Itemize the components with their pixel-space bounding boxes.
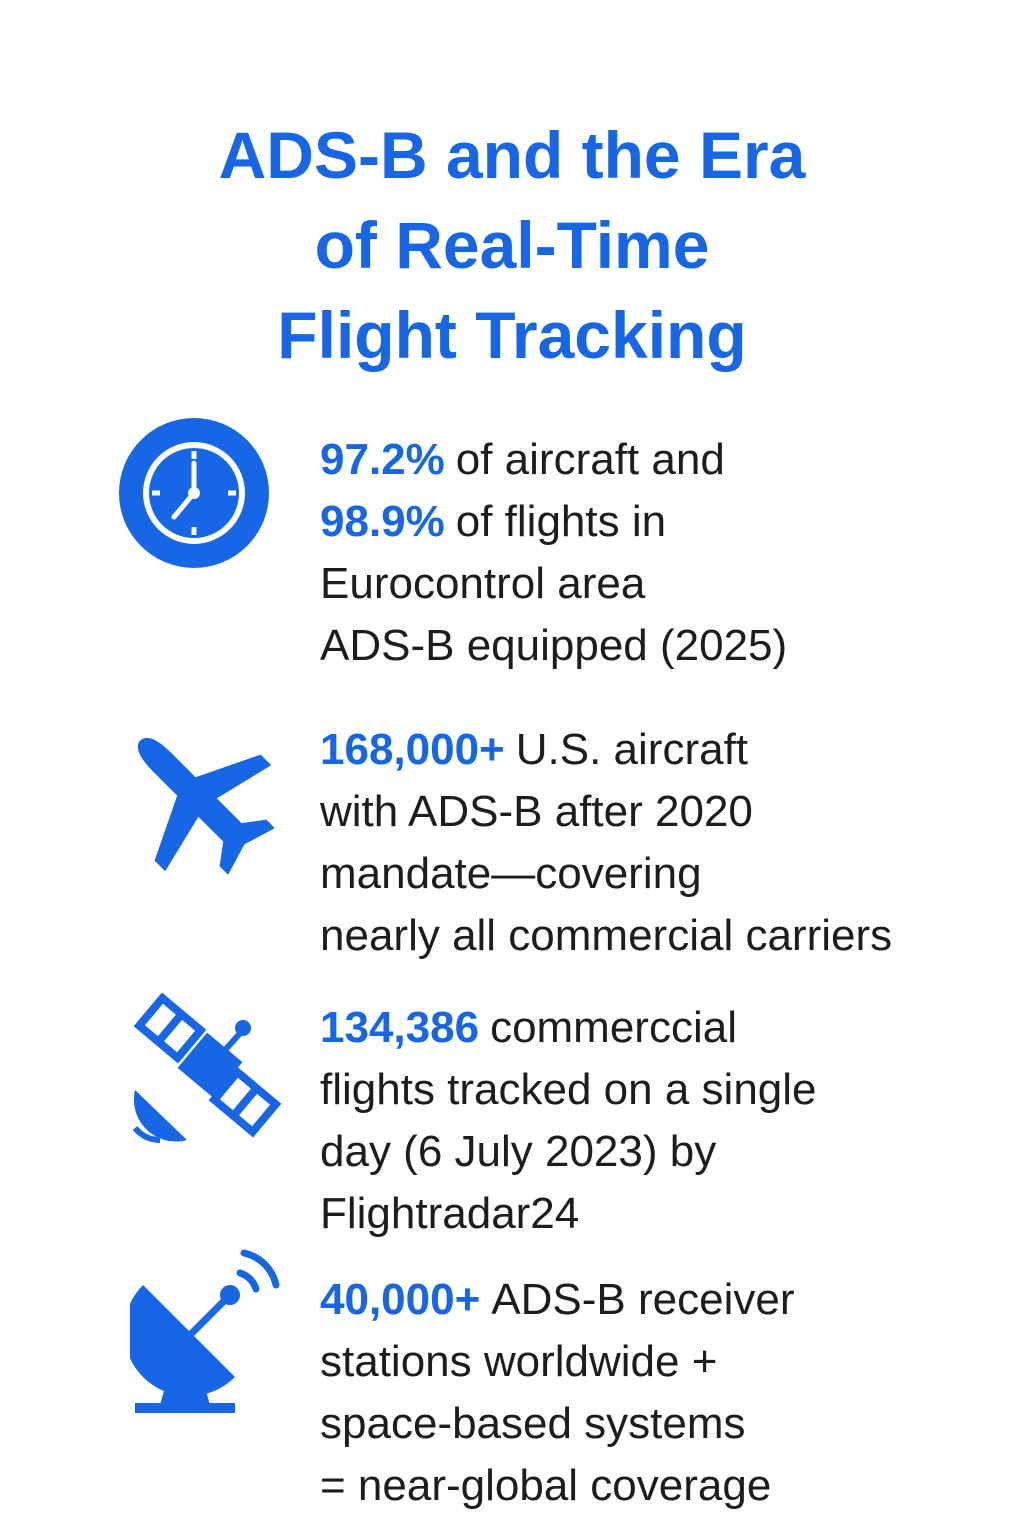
stat-line: 97.2% of aircraft and	[320, 429, 1010, 491]
stat-text: nearly all commercial carriers	[320, 911, 893, 960]
stat-line: = near-global coverage	[320, 1455, 1010, 1517]
stat-item: 40,000+ ADS-B receiver stations worldwide …	[320, 1269, 1010, 1517]
clock-icon	[119, 418, 269, 568]
stat-line: nearly all commercial carriers	[320, 905, 1010, 967]
stat-text: commerccial	[490, 1003, 737, 1052]
stat-text: U.S. aircraft	[515, 725, 749, 774]
stat-item: 134,386 commerccial flights tracked on a s…	[320, 997, 1010, 1245]
title-line: of Real-Time	[314, 208, 710, 282]
stat-line: 40,000+ ADS-B receiver	[320, 1269, 1010, 1331]
stat-figure: 97.2%	[320, 435, 445, 484]
stat-item: 97.2% of aircraft and 98.9% of flights in Eu…	[320, 429, 1010, 677]
stat-text: Flightradar24	[320, 1189, 580, 1238]
stat-text: of aircraft and	[455, 435, 725, 484]
stat-text: = near-global coverage	[320, 1461, 772, 1510]
stat-text: mandate—covering	[320, 849, 702, 898]
plane-icon	[137, 737, 275, 875]
stat-figure: 98.9%	[320, 497, 445, 546]
stat-line: 98.9% of flights in	[320, 491, 1010, 553]
stat-text: stations worldwide +	[320, 1337, 718, 1386]
title-line: ADS-B and the Era	[218, 118, 806, 192]
stat-text: of flights in	[455, 497, 667, 546]
title-line: Flight Tracking	[277, 298, 747, 372]
stat-figure: 134,386	[320, 1003, 480, 1052]
stat-line: day (6 July 2023) by	[320, 1121, 1010, 1183]
stat-line: 168,000+ U.S. aircraft	[320, 719, 1010, 781]
stat-item: 168,000+ U.S. aircraft with ADS-B after 20…	[320, 719, 1010, 967]
satellite-icon	[132, 992, 282, 1143]
stat-text: Eurocontrol area	[320, 559, 646, 608]
stat-line: mandate—covering	[320, 843, 1010, 905]
stat-text: ADS-B equipped (2025)	[320, 621, 788, 670]
stat-line: Eurocontrol area	[320, 553, 1010, 615]
stat-line: flights tracked on a single	[320, 1059, 1010, 1121]
stat-text: flights tracked on a single	[320, 1065, 817, 1114]
stat-figure: 40,000+	[320, 1275, 481, 1324]
stat-text: ADS-B receiver	[491, 1275, 795, 1324]
stat-text: space-based systems	[320, 1399, 746, 1448]
stat-line: stations worldwide +	[320, 1331, 1010, 1393]
stat-line: 134,386 commerccial	[320, 997, 1010, 1059]
dish-icon	[130, 1249, 280, 1413]
stat-line: with ADS-B after 2020	[320, 781, 1010, 843]
stat-line: Flightradar24	[320, 1183, 1010, 1245]
stat-text: with ADS-B after 2020	[320, 787, 753, 836]
stat-line: space-based systems	[320, 1393, 1010, 1455]
stat-line: ADS-B equipped (2025)	[320, 615, 1010, 677]
stat-figure: 168,000+	[320, 725, 505, 774]
title: ADS-B and the Era of Real-Time Flight Trac…	[0, 110, 1024, 380]
stat-text: day (6 July 2023) by	[320, 1127, 717, 1176]
